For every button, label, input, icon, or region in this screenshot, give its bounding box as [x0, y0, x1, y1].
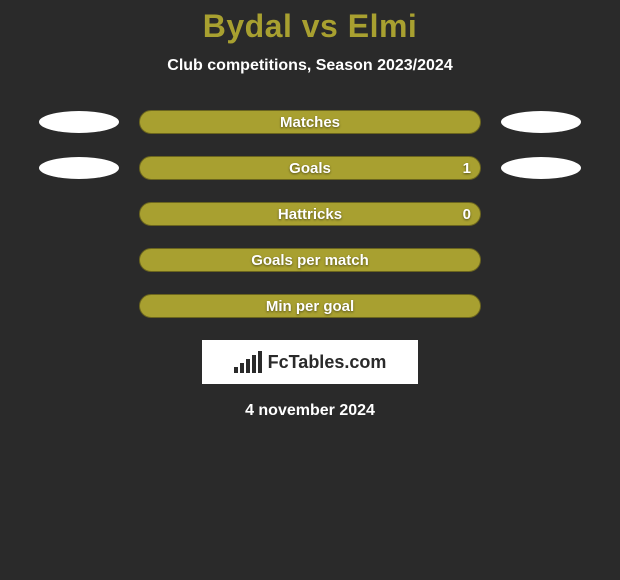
- left-ellipse: [39, 111, 119, 133]
- stat-rows: Matches Goals1 Hattricks0 Goals per match Mi…: [0, 110, 620, 318]
- stat-row: Goals per match: [0, 248, 620, 272]
- logo-bar: [234, 367, 238, 373]
- stat-row: Min per goal: [0, 294, 620, 318]
- stat-row: Goals1: [0, 156, 620, 180]
- right-ellipse: [501, 157, 581, 179]
- stat-row: Matches: [0, 110, 620, 134]
- bar-label: Min per goal: [139, 294, 481, 318]
- stat-bar: Min per goal: [139, 294, 481, 318]
- page-title: Bydal vs Elmi: [0, 8, 620, 45]
- left-ellipse: [39, 157, 119, 179]
- subtitle: Club competitions, Season 2023/2024: [0, 57, 620, 75]
- logo-text: FcTables.com: [268, 352, 387, 373]
- date-text: 4 november 2024: [0, 402, 620, 420]
- logo-bar: [258, 351, 262, 373]
- bar-value: 1: [463, 156, 471, 180]
- right-ellipse: [501, 111, 581, 133]
- logo-bar: [240, 363, 244, 373]
- stat-row: Hattricks0: [0, 202, 620, 226]
- comparison-infographic: Bydal vs Elmi Club competitions, Season …: [0, 0, 620, 420]
- stat-bar: Goals per match: [139, 248, 481, 272]
- fctables-logo[interactable]: FcTables.com: [202, 340, 418, 384]
- logo-bar: [246, 359, 250, 373]
- bar-value: 0: [463, 202, 471, 226]
- stat-bar: Goals1: [139, 156, 481, 180]
- logo-bars-icon: [234, 351, 262, 373]
- stat-bar: Hattricks0: [139, 202, 481, 226]
- bar-label: Goals: [139, 156, 481, 180]
- bar-label: Matches: [139, 110, 481, 134]
- logo-bar: [252, 355, 256, 373]
- bar-label: Hattricks: [139, 202, 481, 226]
- bar-label: Goals per match: [139, 248, 481, 272]
- stat-bar: Matches: [139, 110, 481, 134]
